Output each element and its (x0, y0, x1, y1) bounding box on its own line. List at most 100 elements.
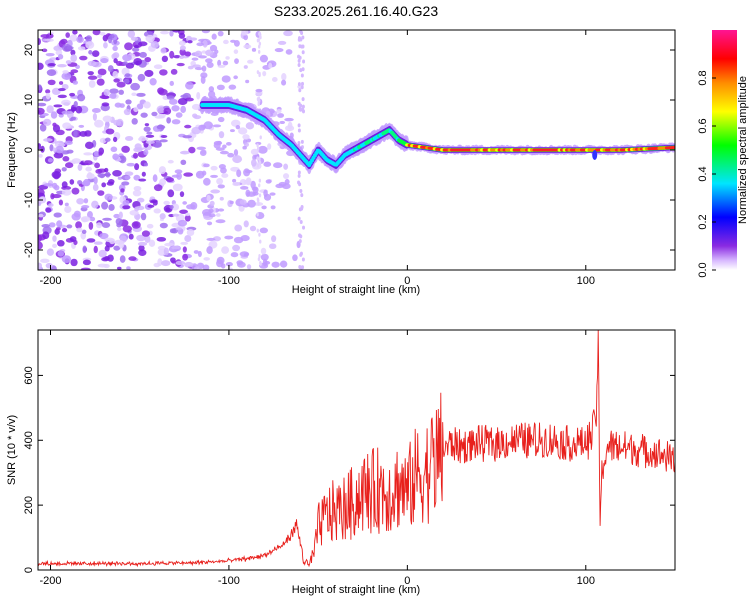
spectrogram-cell (257, 44, 261, 49)
spectrogram-cell (87, 75, 98, 80)
spectrogram-cell (85, 141, 94, 150)
spectrogram-cell (154, 115, 165, 119)
spectrogram-cell (233, 236, 244, 244)
spectrogram-cell (270, 205, 276, 210)
spectrogram-cell (227, 152, 235, 158)
chart-title: S233.2025.261.16.40.G23 (274, 3, 438, 19)
spectrogram-cell (101, 222, 111, 229)
snr-panel: -200 -100 0 100 0 200 400 600 Height of straig… (6, 329, 676, 596)
spectrogram-cell (229, 129, 235, 133)
spectrogram-cell (76, 227, 83, 233)
spectrogram-cell (180, 241, 189, 245)
spectrogram-cell (121, 145, 130, 153)
spectrogram-cell (69, 179, 75, 185)
spectrogram-cell (292, 254, 298, 262)
spectrogram-cell (118, 240, 125, 249)
spectrogram-cell (256, 163, 260, 168)
spectrogram-cell (38, 213, 44, 218)
spectrogram-cell (257, 257, 261, 262)
spectrogram-cell (193, 250, 199, 254)
spectrogram-cell (179, 191, 185, 198)
spectrogram-cell (91, 108, 101, 113)
spectrogram-cell (61, 110, 71, 115)
spectrogram-cell (299, 68, 303, 73)
spectrogram-cell (60, 38, 68, 45)
spectrogram-cell (299, 107, 303, 112)
spectrogram-cell (256, 212, 259, 217)
spectrogram-cell (180, 94, 189, 99)
spectrogram-cell (194, 67, 204, 71)
spectrogram-cell (203, 177, 211, 186)
spectrogram-cell (127, 30, 136, 38)
spectrogram-cell (138, 137, 147, 142)
spectrogram-cell (75, 221, 82, 229)
spectrogram-cell (157, 245, 167, 251)
spectrogram-cell (178, 40, 186, 46)
spectrogram-cell (40, 145, 45, 153)
spectrogram-cell (184, 234, 192, 242)
spectrogram-cell (232, 244, 241, 252)
x-tick-label: -100 (218, 575, 240, 587)
spectrogram-cell (184, 124, 192, 129)
spectrogram-cell (297, 141, 301, 146)
spectrogram-cell (78, 124, 85, 128)
spectrogram-cell (144, 235, 151, 243)
spectrogram-cell (259, 135, 262, 140)
spectrogram-cell (46, 69, 57, 77)
spectrogram-cell (260, 247, 267, 255)
spectrogram-cell (176, 172, 182, 180)
spectrogram-cell (101, 182, 107, 188)
spectrogram-cell (123, 61, 128, 65)
spectrogram-cell (133, 57, 143, 66)
spectrogram-cell (301, 67, 305, 72)
spectrogram-cell (161, 260, 171, 267)
spectrogram-cell (233, 49, 239, 54)
spectrogram-cell (124, 175, 131, 180)
spectrogram-cell (42, 231, 50, 240)
spectrogram-cell (200, 75, 206, 84)
spectrogram-cell (184, 214, 191, 222)
x-tick-label: -100 (218, 275, 240, 287)
spectrogram-cell (45, 52, 55, 57)
spectrogram-cell (287, 121, 293, 130)
spectrogram-cell (122, 225, 133, 233)
spectrogram-cell (72, 80, 78, 85)
spectrogram-cell (242, 134, 250, 140)
colorbar-label: Normalized spectral amplitude (737, 76, 749, 224)
spectrogram-cell (216, 178, 224, 185)
spectrogram-cell (252, 186, 259, 194)
spectrogram-cell (121, 181, 130, 186)
spectrogram-cell (251, 47, 257, 52)
spectrogram-cell (258, 160, 262, 165)
spectrogram-cell (91, 200, 99, 209)
spectrogram-cell (301, 97, 305, 102)
snr-x-ticks: -200 -100 0 100 (39, 330, 595, 587)
spectrogram-cell (112, 169, 122, 177)
spectrogram-cell (301, 107, 305, 112)
spectrogram-cell (180, 105, 187, 114)
spectrogram-cell (50, 111, 58, 119)
spectrogram-cell (257, 145, 268, 154)
spectrogram-cell (57, 250, 65, 257)
spectrogram-cell (298, 264, 302, 269)
spectrogram-cell (199, 149, 207, 156)
spectrogram-cell (45, 33, 54, 39)
spectrogram-cell (258, 193, 262, 198)
spectrogram-cell (76, 198, 85, 205)
spectrogram-cell (225, 56, 230, 60)
spectrogram-cell (138, 41, 148, 47)
y-tick-label: 400 (23, 431, 35, 449)
spectrogram-cell (38, 262, 43, 270)
spectrogram-cell (126, 266, 131, 270)
spectrogram-cell (105, 171, 111, 178)
spectrogram-cell (258, 157, 261, 162)
spectrogram-cell (62, 43, 72, 52)
spectrogram-cell (299, 234, 303, 239)
spectrogram-cell (140, 212, 147, 221)
spectrogram-cell (195, 170, 205, 179)
spectrogram-cell (116, 266, 122, 270)
spectrogram-cell (245, 122, 255, 130)
spectrogram-cell (124, 73, 131, 78)
spectrogram-cell (38, 154, 43, 158)
